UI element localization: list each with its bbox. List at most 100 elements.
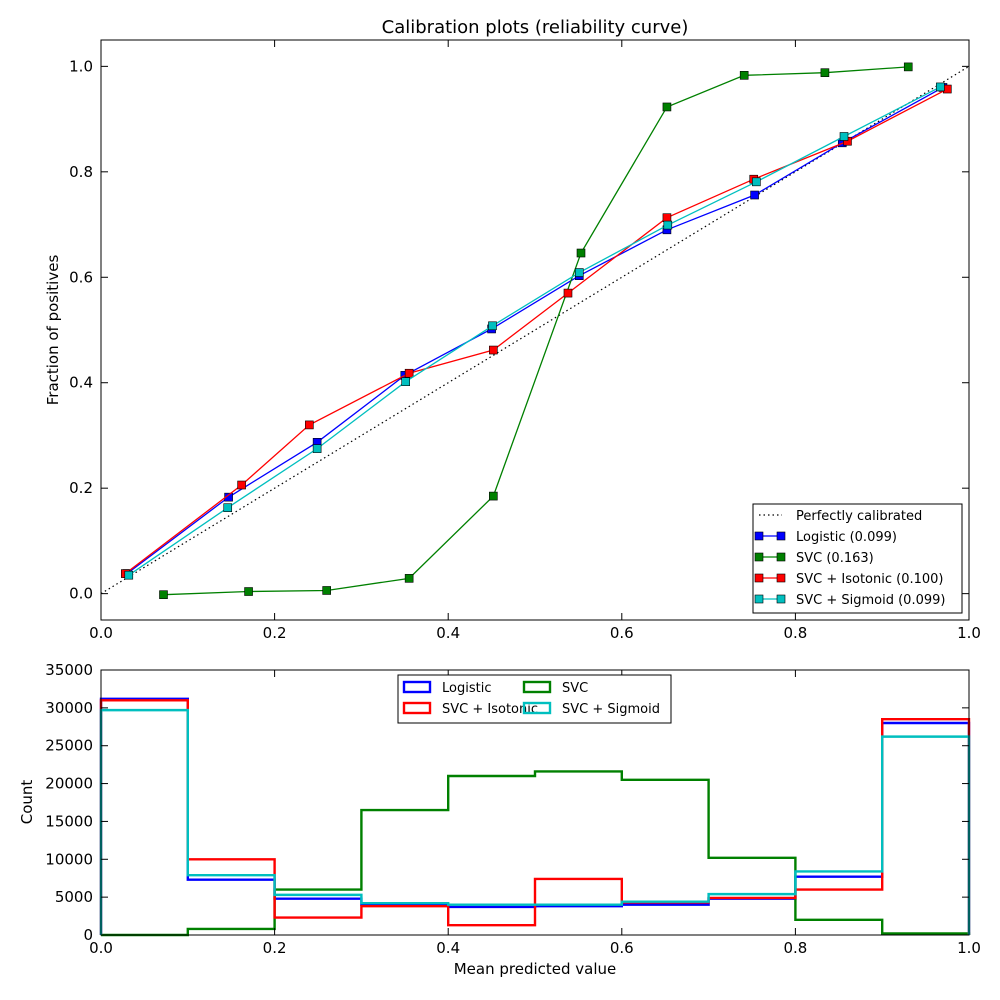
legend-swatch — [522, 701, 552, 715]
series-curve-4 — [124, 82, 945, 580]
y-tick-label: 0.6 — [69, 268, 93, 286]
y-tick-label: 5000 — [55, 888, 93, 906]
series-lines — [100, 62, 970, 599]
legend-marker — [754, 531, 764, 541]
y-tick-label: 10000 — [45, 850, 93, 868]
y-tick-label: 0.2 — [69, 479, 93, 497]
series-curve-1 — [122, 83, 948, 578]
axis-ticks: 0.0 0.2 0.4 0.6 0.8 1.0 0.0 0.2 0.4 0.6 0.8 1.0 — [69, 40, 981, 642]
histogram-series-2 — [99, 699, 971, 935]
x-tick-label: 0.6 — [610, 624, 634, 642]
data-point — [750, 190, 759, 200]
series-line — [124, 88, 948, 575]
data-point — [662, 213, 672, 222]
data-point — [662, 102, 672, 112]
x-tick-label: 0.4 — [436, 939, 460, 957]
series-line — [128, 86, 941, 576]
x-tick-label: 0.8 — [783, 939, 807, 957]
x-tick-label: 1.0 — [957, 939, 981, 957]
y-tick-label: 1.0 — [69, 57, 93, 75]
legend-marker — [776, 531, 786, 541]
x-tick-label: 0.4 — [436, 624, 460, 642]
y-tick-label: 25000 — [45, 737, 93, 755]
legend-label: SVC + Isotonic (0.100) — [796, 572, 943, 587]
data-point — [574, 268, 584, 277]
data-point — [159, 590, 168, 599]
data-point — [489, 345, 498, 355]
x-tick-label: 0.0 — [89, 624, 113, 642]
data-point — [563, 288, 573, 298]
x-tick-label: 0.2 — [263, 939, 287, 957]
legend-box — [752, 503, 963, 614]
legend-swatch — [402, 701, 432, 715]
legend: Logistic SVC SVC + Isotonic SVC + Sigmoid — [397, 674, 672, 724]
plot-frame — [100, 39, 970, 621]
data-point — [489, 491, 498, 501]
legend-label: SVC + Sigmoid — [562, 702, 660, 717]
legend-label: SVC + Sigmoid (0.099) — [796, 593, 945, 608]
calibration-plot: Calibration plots (reliability curve) Fr… — [44, 17, 981, 642]
x-tick-label: 0.2 — [263, 624, 287, 642]
data-point — [237, 480, 246, 490]
axis-ticks: 0.0 0.2 0.4 0.6 0.8 1.0 0 5000 10000 15000 20000 25… — [45, 661, 981, 957]
legend: Perfectly calibrated Logistic (0.099) SVC … — [752, 503, 963, 614]
x-tick-label: 0.0 — [89, 939, 113, 957]
data-point — [739, 71, 749, 80]
legend-label: SVC (0.163) — [796, 551, 874, 566]
y-tick-label: 35000 — [45, 661, 93, 679]
histogram-series-3 — [99, 708, 971, 935]
legend-label: Logistic (0.099) — [796, 530, 897, 545]
series-line — [163, 66, 909, 596]
data-point — [224, 492, 233, 502]
legend-swatch — [522, 680, 552, 694]
data-point — [752, 177, 761, 187]
y-tick-label: 0.4 — [69, 374, 93, 392]
data-point — [401, 377, 410, 386]
data-point — [576, 248, 586, 258]
legend-label: Perfectly calibrated — [796, 509, 922, 524]
legend-marker — [776, 573, 786, 583]
legend-marker — [776, 594, 786, 604]
x-axis-label: Mean predicted value — [454, 960, 617, 978]
data-point — [124, 570, 134, 580]
legend-label: SVC + Isotonic — [442, 702, 538, 717]
x-tick-label: 0.8 — [783, 624, 807, 642]
legend-marker — [754, 573, 764, 583]
data-point — [936, 82, 945, 92]
data-point — [404, 574, 414, 583]
y-tick-label: 0.0 — [69, 585, 93, 603]
plot-frame — [100, 669, 970, 936]
data-point — [244, 587, 253, 596]
data-point — [488, 321, 497, 331]
histogram-steps — [99, 697, 971, 937]
legend-marker — [754, 552, 764, 562]
legend-marker — [776, 552, 786, 562]
legend-marker — [754, 594, 764, 604]
histogram-plot: Mean predicted value Count 0.0 0.2 0.4 0.6 0… — [18, 661, 981, 978]
data-point — [663, 220, 673, 230]
legend-label: SVC — [562, 681, 588, 696]
y-tick-label: 0.8 — [69, 163, 93, 181]
data-point — [404, 368, 414, 378]
chart-title: Calibration plots (reliability curve) — [382, 17, 689, 38]
legend-label: Logistic — [442, 681, 491, 696]
y-axis-label: Count — [18, 780, 36, 825]
y-tick-label: 20000 — [45, 775, 93, 793]
data-point — [312, 444, 322, 453]
data-point — [903, 62, 913, 72]
y-tick-label: 30000 — [45, 699, 93, 717]
legend-swatch — [402, 680, 432, 694]
x-tick-label: 0.6 — [610, 939, 634, 957]
data-point — [223, 503, 233, 512]
data-point — [839, 132, 849, 141]
y-axis-label: Fraction of positives — [44, 255, 62, 406]
series-curve-2 — [159, 62, 913, 599]
y-tick-label: 15000 — [45, 812, 93, 830]
series-line — [126, 86, 944, 575]
x-tick-label: 1.0 — [957, 624, 981, 642]
data-point — [322, 586, 331, 595]
y-tick-label: 0 — [83, 926, 93, 944]
data-point — [305, 420, 314, 430]
data-point — [820, 68, 830, 77]
